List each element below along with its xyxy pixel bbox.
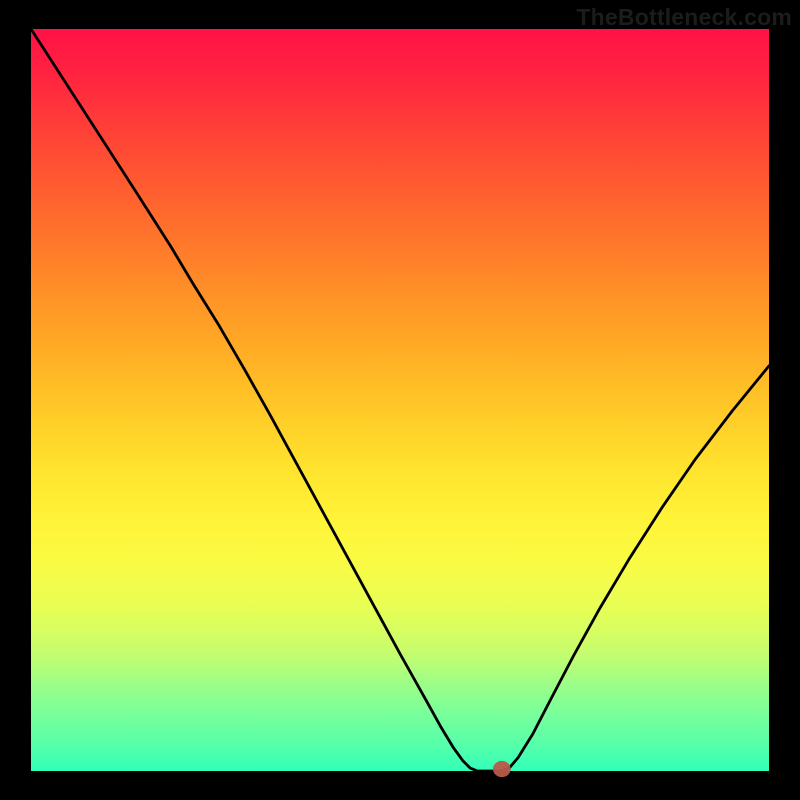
chart-container: { "watermark": { "text": "TheBottleneck.… bbox=[0, 0, 800, 800]
watermark-text: TheBottleneck.com bbox=[576, 4, 792, 31]
bottleneck-chart bbox=[0, 0, 800, 800]
optimum-marker bbox=[493, 761, 511, 777]
plot-background bbox=[31, 29, 769, 771]
